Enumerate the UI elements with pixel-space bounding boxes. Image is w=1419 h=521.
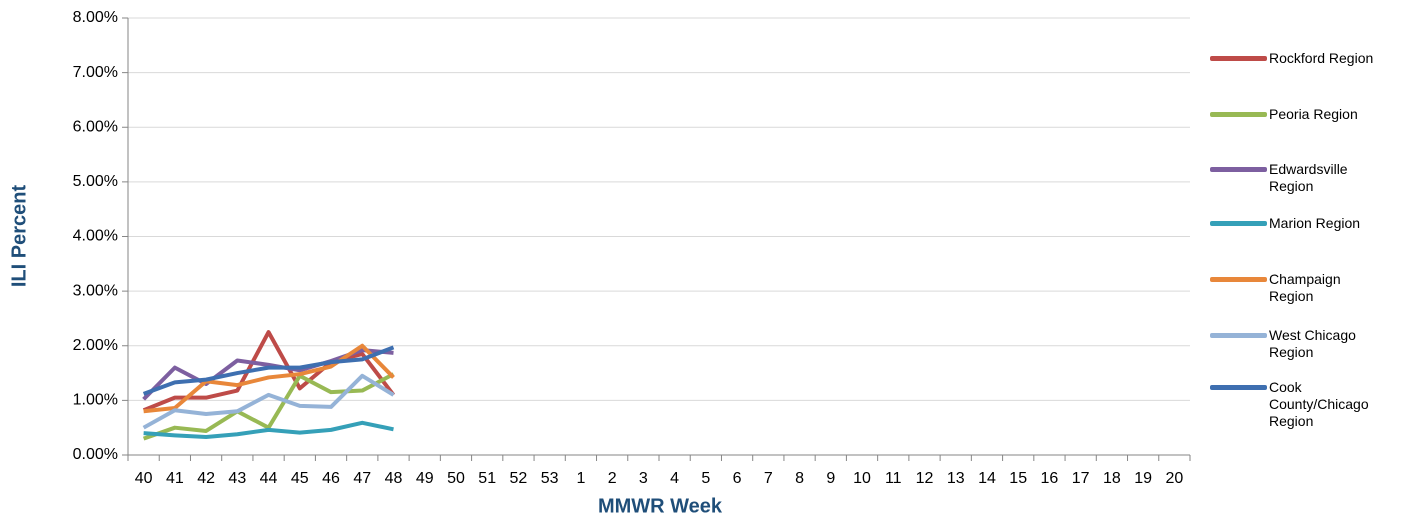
y-tick-label: 4.00% — [73, 228, 118, 245]
series-line — [142, 373, 395, 430]
series-line — [143, 420, 394, 439]
x-tick-label: 41 — [166, 470, 184, 487]
x-tick-label: 16 — [1041, 470, 1059, 487]
x-tick-label: 18 — [1103, 470, 1121, 487]
legend-item: West Chicago Region — [1210, 327, 1377, 361]
x-tick-label: 52 — [510, 470, 528, 487]
y-tick-label: 2.00% — [73, 337, 118, 354]
x-tick-label: 45 — [291, 470, 309, 487]
x-tick-label: 7 — [764, 470, 773, 487]
x-tick-label: 49 — [416, 470, 434, 487]
x-tick-label: 12 — [916, 470, 934, 487]
legend-item: Rockford Region — [1210, 50, 1377, 67]
y-tick-label: 6.00% — [73, 118, 118, 135]
x-tick-label: 43 — [228, 470, 246, 487]
legend-swatch — [1210, 333, 1267, 338]
y-tick-label: 7.00% — [73, 64, 118, 81]
x-tick-label: 20 — [1165, 470, 1183, 487]
x-tick-label: 6 — [733, 470, 742, 487]
x-axis-title: MMWR Week — [598, 495, 723, 517]
legend-swatch — [1210, 167, 1267, 172]
legend-swatch — [1210, 112, 1267, 117]
y-tick-label: 3.00% — [73, 282, 118, 299]
y-axis-title: ILI Percent — [8, 185, 30, 288]
series-line — [143, 343, 395, 414]
x-tick-label: 9 — [826, 470, 835, 487]
legend-swatch — [1210, 221, 1267, 226]
x-tick-label: 2 — [608, 470, 617, 487]
series-line — [142, 372, 395, 441]
legend-item: Peoria Region — [1210, 106, 1377, 123]
legend-swatch — [1210, 385, 1267, 390]
x-tick-label: 19 — [1134, 470, 1152, 487]
x-tick-label: 46 — [322, 470, 340, 487]
legend-item: Cook County/Chicago Region — [1210, 379, 1377, 430]
x-tick-label: 14 — [978, 470, 996, 487]
x-tick-label: 15 — [1009, 470, 1027, 487]
y-tick-label: 8.00% — [73, 9, 118, 26]
x-tick-label: 8 — [795, 470, 804, 487]
legend-swatch — [1210, 277, 1267, 282]
x-tick-label: 3 — [639, 470, 648, 487]
legend-label: Marion Region — [1269, 215, 1361, 231]
x-tick-label: 11 — [885, 470, 902, 487]
x-tick-label: 10 — [853, 470, 871, 487]
legend-item: Champaign Region — [1210, 271, 1377, 305]
legend-label: Rockford Region — [1269, 50, 1374, 66]
x-tick-label: 48 — [385, 470, 403, 487]
legend-label: Cook County/Chicago Region — [1269, 379, 1369, 429]
legend-label: Champaign Region — [1269, 271, 1341, 304]
x-tick-label: 40 — [135, 470, 153, 487]
x-tick-label: 1 — [576, 470, 585, 487]
x-tick-label: 53 — [541, 470, 559, 487]
legend-item: Edwardsville Region — [1210, 161, 1377, 195]
x-tick-label: 5 — [701, 470, 710, 487]
x-tick-label: 13 — [947, 470, 965, 487]
x-tick-label: 17 — [1072, 470, 1090, 487]
x-tick-label: 47 — [353, 470, 371, 487]
legend-label: Edwardsville Region — [1269, 161, 1348, 194]
series-line — [142, 345, 395, 396]
x-tick-label: 44 — [260, 470, 278, 487]
legend-label: West Chicago Region — [1269, 327, 1356, 360]
legend-swatch — [1210, 56, 1267, 61]
legend-item: Marion Region — [1210, 215, 1377, 232]
x-tick-label: 4 — [670, 470, 679, 487]
y-tick-label: 5.00% — [73, 173, 118, 190]
legend-label: Peoria Region — [1269, 106, 1358, 122]
y-tick-label: 1.00% — [73, 392, 118, 409]
x-tick-label: 51 — [478, 470, 496, 487]
x-tick-label: 50 — [447, 470, 465, 487]
x-tick-label: 42 — [197, 470, 215, 487]
y-tick-label: 0.00% — [73, 446, 118, 463]
